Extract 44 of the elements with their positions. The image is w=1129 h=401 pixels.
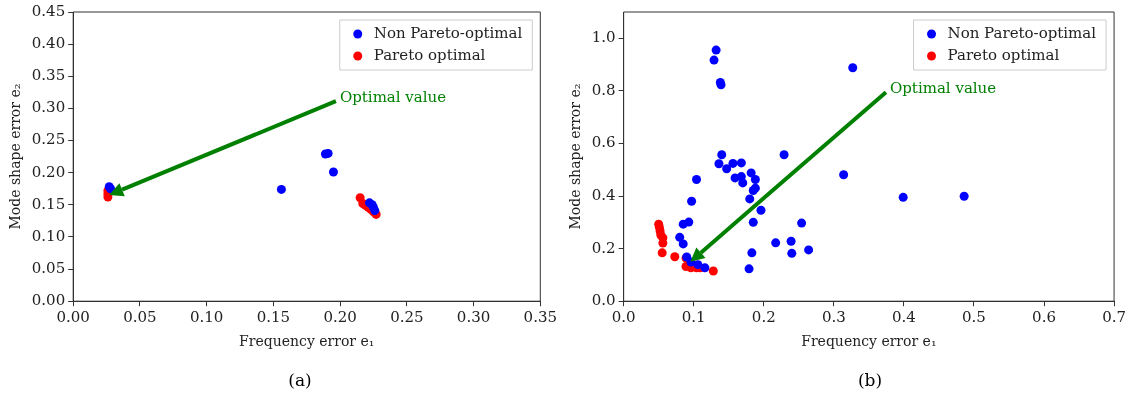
x-tick-label: 0.6 bbox=[1032, 308, 1056, 327]
y-tick-label: 0.05 bbox=[31, 258, 66, 277]
y-tick-label: 0.15 bbox=[31, 194, 66, 213]
x-tick-label: 0.15 bbox=[256, 308, 291, 327]
x-tick-label: 0.0 bbox=[611, 308, 636, 327]
x-tick-label: 0.7 bbox=[1102, 308, 1126, 327]
y-tick-label: 0.8 bbox=[591, 80, 616, 99]
legend-label: Non Pareto-optimal bbox=[947, 23, 1097, 42]
x-tick-label: 0.2 bbox=[751, 308, 776, 327]
y-axis-title: Mode shape error e₂ bbox=[567, 83, 584, 230]
annotation: Optimal value bbox=[339, 87, 447, 106]
x-tick-label: 0.35 bbox=[523, 308, 557, 327]
text: (a) bbox=[288, 370, 312, 390]
x-tick-label: 0.4 bbox=[891, 308, 916, 327]
x-tick-label: 0.10 bbox=[189, 308, 224, 327]
x-tick-label: 0.3 bbox=[821, 308, 846, 327]
y-tick-label: 0.2 bbox=[591, 238, 616, 257]
x-tick-label: 0.00 bbox=[56, 308, 90, 327]
x-tick-label: 0.1 bbox=[681, 308, 706, 327]
y-tick-label: 0.25 bbox=[31, 130, 66, 149]
x-tick-label: 0.25 bbox=[390, 308, 424, 327]
y-tick-label: 0.35 bbox=[31, 66, 66, 85]
legend-label: Non Pareto-optimal bbox=[373, 23, 523, 42]
x-tick-label: 0.05 bbox=[123, 308, 157, 327]
x-axis-title: Frequency error e₁ bbox=[801, 333, 937, 350]
y-tick-label: 0.0 bbox=[591, 291, 616, 310]
x-tick-label: 0.30 bbox=[456, 308, 491, 327]
y-tick-label: 0.45 bbox=[31, 1, 66, 20]
y-tick-label: 0.40 bbox=[31, 34, 66, 53]
y-tick-label: 0.4 bbox=[591, 185, 616, 204]
y-tick-label: 1.0 bbox=[591, 28, 616, 47]
y-tick-label: 0.20 bbox=[31, 162, 66, 181]
y-tick-label: 0.6 bbox=[591, 133, 616, 152]
y-tick-label: 0.10 bbox=[31, 226, 66, 245]
y-axis-title: Mode shape error e₂ bbox=[7, 83, 24, 230]
legend-label: Pareto optimal bbox=[947, 45, 1060, 64]
y-tick-label: 0.30 bbox=[31, 98, 66, 117]
y-tick-label: 0.00 bbox=[31, 291, 66, 310]
annotation: Optimal value bbox=[889, 78, 997, 97]
x-axis-title: Frequency error e₁ bbox=[239, 333, 375, 350]
x-tick-label: 0.20 bbox=[323, 308, 357, 327]
legend-label: Pareto optimal bbox=[373, 45, 486, 64]
text: (b) bbox=[857, 370, 883, 390]
x-tick-label: 0.5 bbox=[962, 308, 986, 327]
